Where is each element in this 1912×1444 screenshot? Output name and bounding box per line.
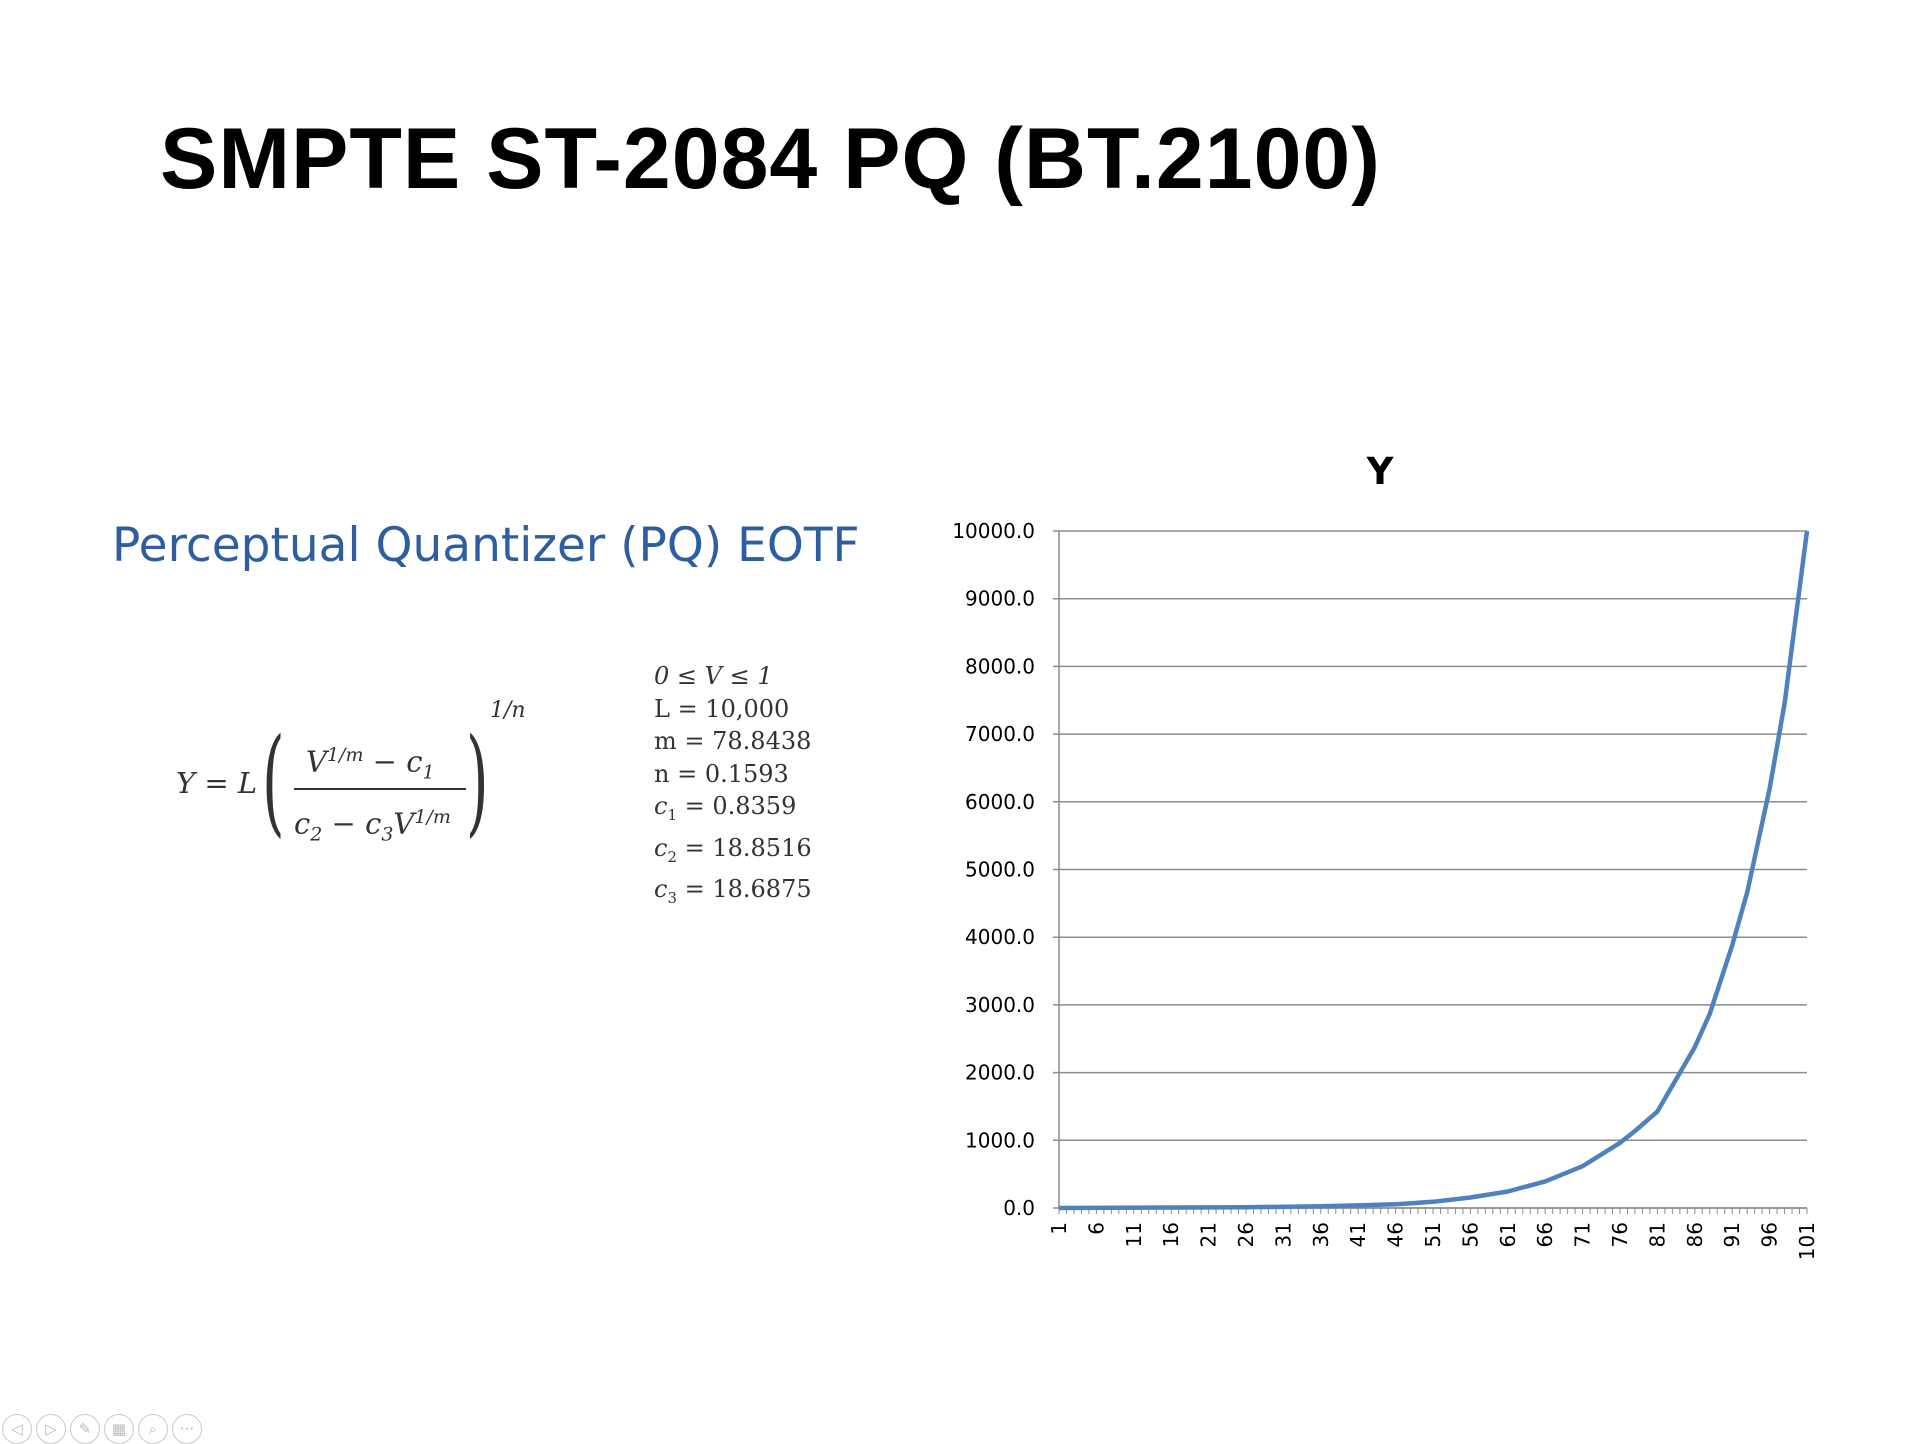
pq-eotf-formula: Y = L ( V1/m − c1 c2 − c3V1/m ) 1/n [170, 698, 550, 860]
constant-n: n = 0.1593 [654, 759, 789, 788]
x-tick-label: 1 [1047, 1222, 1071, 1235]
fraction-bar [294, 788, 466, 790]
constant-v-range: 0 ≤ V ≤ 1 [654, 662, 773, 690]
constant-m: m = 78.8438 [654, 727, 812, 756]
y-tick-label: 5000.0 [965, 858, 1035, 882]
x-tick-label: 6 [1084, 1222, 1108, 1235]
x-tick-label: 96 [1758, 1222, 1782, 1247]
chart-series [1058, 530, 1810, 1211]
slide-title: SMPTE ST-2084 PQ (BT.2100) [160, 111, 1381, 207]
x-tick-label: 61 [1496, 1222, 1520, 1247]
x-tick-label: 51 [1421, 1222, 1445, 1247]
x-tick-label: 91 [1720, 1222, 1744, 1247]
zoom-icon[interactable]: ⌕ [138, 1414, 168, 1444]
x-tick-label: 11 [1122, 1222, 1146, 1247]
pq-constants: 0 ≤ V ≤ 1 L = 10,000 m = 78.8438 n = 0.1… [654, 660, 812, 915]
x-tick-label: 36 [1309, 1222, 1333, 1247]
y-tick-label: 8000.0 [965, 654, 1035, 678]
chart-axes: 0.0 1000.0 2000.0 3000.0 4000.0 5000.0 6000.0 7… [952, 519, 1819, 1260]
x-tick-label: 31 [1271, 1222, 1295, 1247]
formula-lhs: Y = L [176, 766, 258, 800]
next-slide-icon[interactable]: ▷ [36, 1414, 66, 1444]
x-tick-label: 21 [1197, 1222, 1221, 1247]
x-tick-label: 56 [1458, 1222, 1482, 1247]
left-paren: ( [262, 714, 285, 849]
y-tick-label: 1000.0 [965, 1128, 1035, 1152]
x-tick-label: 76 [1608, 1222, 1632, 1247]
y-tick-label: 7000.0 [965, 722, 1035, 746]
formula-numerator: V1/m − c1 [306, 744, 435, 784]
formula-denominator: c2 − c3V1/m [294, 806, 451, 846]
x-tick-label: 66 [1533, 1222, 1557, 1247]
previous-slide-icon[interactable]: ◁ [2, 1414, 32, 1444]
constant-c3: c3 = 18.6875 [654, 875, 812, 907]
right-paren: ) [466, 714, 489, 849]
constant-l: L = 10,000 [654, 694, 790, 723]
slideshow-toolbar: ◁ ▷ ✎ ▦ ⌕ ··· [2, 1414, 202, 1444]
more-options-icon[interactable]: ··· [172, 1414, 202, 1444]
slides-grid-icon[interactable]: ▦ [104, 1414, 134, 1444]
series-line-y [1058, 530, 1810, 1211]
x-tick-label: 46 [1384, 1222, 1408, 1247]
y-tick-label: 9000.0 [965, 587, 1035, 611]
constant-c2: c2 = 18.8516 [654, 833, 812, 866]
y-tick-label: 4000.0 [965, 925, 1035, 949]
x-tick-label: 16 [1159, 1222, 1183, 1247]
chart-gridlines [1053, 530, 1807, 1209]
x-tick-label: 71 [1571, 1222, 1595, 1247]
x-tick-label: 41 [1346, 1222, 1370, 1247]
y-tick-label: 0.0 [1003, 1196, 1035, 1220]
x-tick-label: 81 [1645, 1222, 1669, 1247]
x-tick-label: 101 [1795, 1222, 1819, 1260]
slide-subtitle: Perceptual Quantizer (PQ) EOTF [112, 518, 860, 573]
constant-c1: c1 = 0.8359 [654, 792, 797, 825]
y-tick-label: 6000.0 [965, 790, 1035, 814]
outer-exponent: 1/n [490, 698, 526, 723]
chart-title: Y [1366, 450, 1395, 493]
x-tick-label: 86 [1683, 1222, 1707, 1247]
y-tick-label: 2000.0 [965, 1061, 1035, 1085]
pen-icon[interactable]: ✎ [70, 1414, 100, 1444]
y-tick-label: 3000.0 [965, 993, 1035, 1017]
x-tick-label: 26 [1234, 1222, 1258, 1247]
y-tick-label: 10000.0 [952, 519, 1035, 543]
